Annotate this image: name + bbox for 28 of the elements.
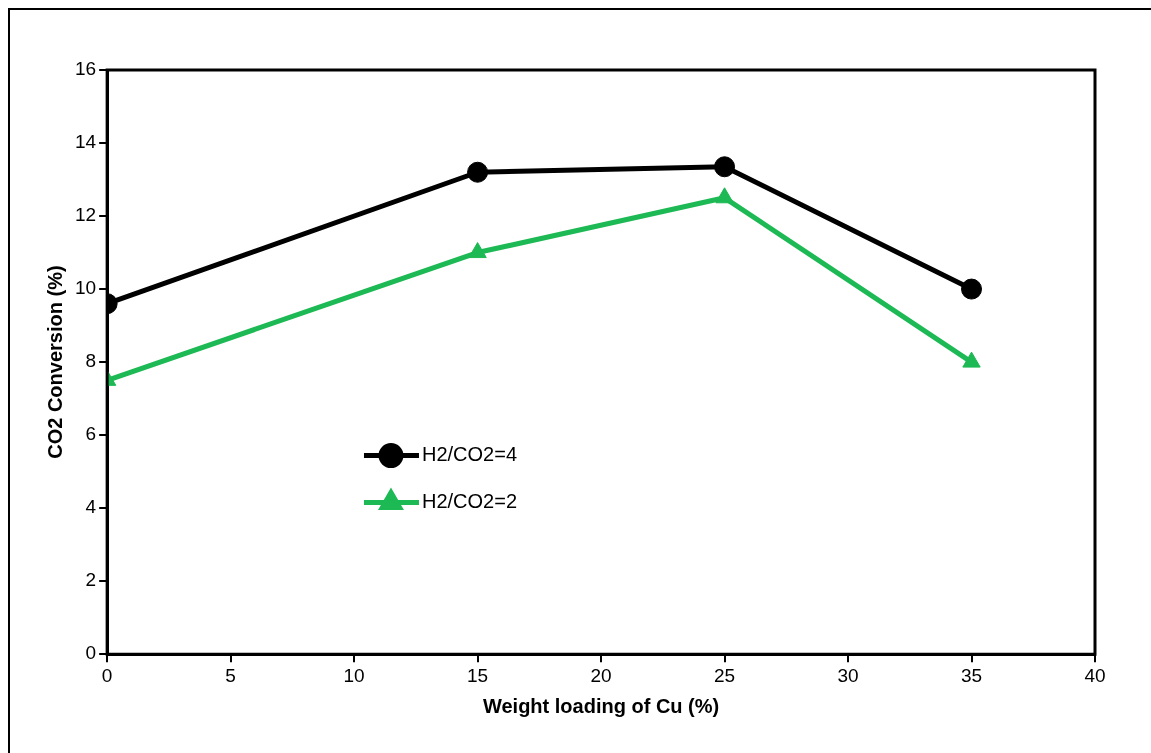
- x-tick-label: 35: [960, 664, 983, 686]
- x-axis-title: Weight loading of Cu (%): [482, 694, 720, 717]
- point: [962, 351, 981, 368]
- y-tick-label: 8: [85, 350, 97, 372]
- y-tick-label: 16: [74, 58, 97, 80]
- x-tick-label: 0: [101, 664, 113, 686]
- y-tick-label: 0: [85, 642, 97, 664]
- legend-label: H2/CO2=2: [421, 490, 518, 513]
- point: [961, 278, 983, 300]
- y-tick-label: 14: [74, 131, 97, 153]
- y-tick-label: 2: [85, 569, 97, 591]
- y-axis-title: CO2 Conversion (%): [43, 265, 66, 459]
- x-tick-label: 20: [590, 664, 612, 686]
- x-tick-label: 25: [713, 664, 736, 686]
- y-tick-label: 6: [85, 423, 97, 445]
- point: [467, 161, 489, 183]
- legend-label: H2/CO2=4: [421, 443, 518, 466]
- y-tick-label: 12: [74, 204, 97, 226]
- y-tick-label: 10: [74, 277, 97, 299]
- x-tick-label: 15: [467, 664, 489, 686]
- x-tick-label: 40: [1084, 664, 1106, 686]
- y-tick-label: 4: [85, 496, 97, 518]
- x-tick-label: 5: [225, 664, 236, 686]
- point: [715, 187, 734, 204]
- x-tick-label: 10: [343, 664, 365, 686]
- point: [468, 242, 487, 259]
- x-tick-label: 30: [837, 664, 859, 686]
- point: [714, 156, 736, 178]
